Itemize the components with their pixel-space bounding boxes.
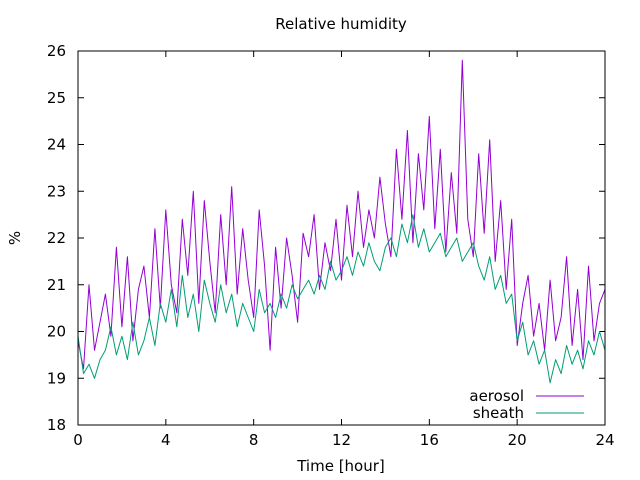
y-tick-label: 23 [47, 182, 66, 200]
plot-frame [77, 50, 606, 426]
x-tick-label: 8 [249, 431, 259, 449]
y-tick-label: 19 [47, 369, 66, 387]
series-line-sheath [77, 214, 606, 384]
x-tick-label: 4 [161, 431, 171, 449]
axis-ticks: 0 4 8 12 16 20 24 18 19 20 21 22 23 24 25 26 [47, 42, 615, 449]
y-tick-label: 21 [47, 276, 66, 294]
y-tick-label: 26 [47, 42, 66, 60]
series-layer [77, 59, 606, 384]
y-tick-label: 24 [47, 136, 66, 154]
y-axis-label: % [6, 231, 24, 245]
legend-label-sheath: sheath [473, 404, 524, 422]
y-tick-label: 25 [47, 89, 66, 107]
x-tick-label: 0 [73, 431, 83, 449]
x-tick-label: 24 [595, 431, 614, 449]
x-tick-label: 12 [332, 431, 351, 449]
series-line-aerosol [77, 59, 606, 370]
y-tick-label: 18 [47, 416, 66, 434]
chart-title: Relative humidity [275, 15, 407, 33]
legend-label-aerosol: aerosol [469, 387, 524, 405]
x-tick-label: 20 [508, 431, 527, 449]
x-axis-label: Time [hour] [296, 457, 385, 475]
x-tick-label: 16 [420, 431, 439, 449]
y-tick-label: 20 [47, 323, 66, 341]
y-tick-label: 22 [47, 229, 66, 247]
